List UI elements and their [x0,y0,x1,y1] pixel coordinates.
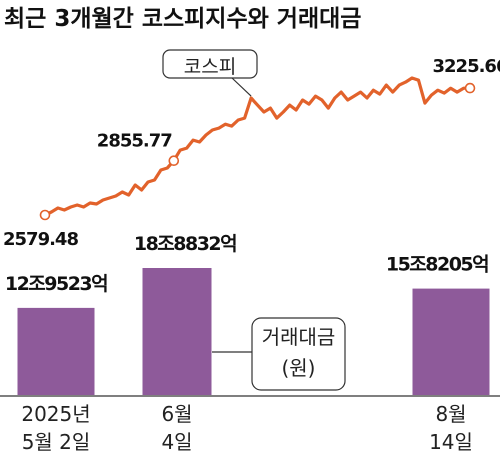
x-tick-label: 8월 14일 [429,402,473,454]
bar [142,268,212,395]
legend-label: 거래대금 (원) [261,325,336,380]
bar [17,307,95,395]
data-label: 12조9523억 [5,273,107,295]
kospi-line [44,76,471,217]
x-tick-label: 2025년 5월 2일 [21,402,91,454]
legend-pointer [231,77,252,97]
data-label: 2579.48 [3,229,78,250]
x-tick-label: 6월 4일 [161,402,193,454]
data-label: 18조8832억 [134,233,236,255]
legend-box [251,317,346,391]
legend-label: 코스피 [183,56,237,78]
legend-box [162,49,258,79]
point-marker [168,155,180,167]
data-label: 2855.77 [97,131,172,152]
data-label: 15조8205억 [386,254,488,276]
point-marker [39,209,51,221]
bar [412,288,490,395]
chart-title: 최근 3개월간 코스피지수와 거래대금 [4,6,361,32]
point-marker [464,82,476,94]
data-label: 3225.66 [433,56,500,77]
